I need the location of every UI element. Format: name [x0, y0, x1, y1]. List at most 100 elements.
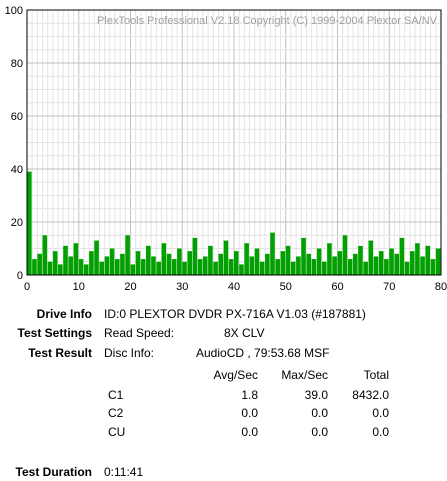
- c1-bar: [78, 259, 84, 275]
- header-total: Total: [363, 368, 389, 382]
- c1-bar: [114, 259, 120, 275]
- c1-bar: [316, 248, 322, 275]
- x-tick-label: 80: [435, 281, 447, 293]
- x-tick-label: 40: [228, 281, 240, 293]
- x-tick-label: 0: [24, 281, 30, 293]
- c1-bar: [125, 235, 130, 275]
- c1-bar: [161, 243, 167, 275]
- c1-bar: [270, 232, 275, 275]
- chart-tick-labels: 0 10 20 30 40 50 60 70 80 0 20 40 60 80 100: [5, 5, 447, 293]
- c1-bar: [373, 256, 379, 275]
- c1-bar: [213, 261, 218, 275]
- row-name-cu: CU: [108, 425, 126, 439]
- c1-bar: [218, 253, 224, 275]
- row-total-cu: 0.0: [372, 425, 389, 439]
- c1-bar: [259, 261, 265, 275]
- c1-bar: [208, 245, 213, 275]
- row-total-c1: 8432.0: [352, 388, 389, 402]
- c1-bar: [399, 237, 405, 275]
- c1-bar: [202, 256, 208, 275]
- c1-bar: [404, 261, 410, 275]
- chart-series-c1: [27, 171, 441, 275]
- c1-bar: [47, 261, 53, 275]
- drive-info-value: ID:0 PLEXTOR DVDR PX-716A V1.03 (#187881…: [104, 307, 366, 321]
- c1-bar: [94, 240, 99, 275]
- c1-bar: [166, 253, 172, 275]
- chart-frame: [26, 9, 442, 276]
- c1-bar: [197, 259, 203, 275]
- test-duration-label: Test Duration: [15, 465, 92, 479]
- c1-bar: [420, 256, 425, 275]
- y-tick-label: 80: [11, 58, 23, 70]
- c1-bar: [435, 248, 441, 275]
- c1-bar: [244, 243, 249, 275]
- read-speed-value: 8X CLV: [224, 326, 265, 340]
- c1-bar: [249, 256, 255, 275]
- row-max-c1: 39.0: [304, 388, 328, 402]
- drive-info-label: Drive Info: [36, 307, 92, 321]
- c1-bar: [109, 248, 115, 275]
- x-tick-label: 60: [331, 281, 343, 293]
- c1-bar: [358, 245, 363, 275]
- c1-bar: [353, 253, 358, 275]
- c1-bar: [254, 248, 260, 275]
- c1-bar: [425, 245, 431, 275]
- disc-info-value: AudioCD , 79:53.68 MSF: [196, 346, 330, 360]
- c1-bar: [192, 237, 198, 275]
- c1-bar: [368, 240, 374, 275]
- c1-bar: [223, 240, 229, 275]
- c1-bar: [89, 251, 94, 275]
- y-tick-label: 20: [11, 217, 23, 229]
- c1-bar: [332, 256, 337, 275]
- c1-bar: [146, 245, 151, 275]
- x-tick-label: 10: [73, 281, 85, 293]
- c1-bar: [306, 253, 312, 275]
- disc-info-label: Disc Info:: [104, 346, 155, 360]
- row-name-c1: C1: [108, 388, 124, 402]
- c1-bar: [384, 259, 389, 275]
- c1-bar: [321, 261, 327, 275]
- c1-bar: [239, 264, 244, 275]
- header-max: Max/Sec: [281, 368, 328, 382]
- c1-bar: [63, 245, 68, 275]
- c1-bar: [32, 259, 37, 275]
- c1-bar: [171, 259, 177, 275]
- c1-bar: [135, 251, 141, 275]
- y-tick-label: 60: [11, 111, 23, 123]
- c1-bar: [280, 251, 286, 275]
- row-name-c2: C2: [108, 406, 124, 420]
- c1-bar: [156, 261, 161, 275]
- c1-bar: [409, 251, 415, 275]
- c1-bar: [140, 259, 146, 275]
- test-settings-label: Test Settings: [17, 326, 92, 340]
- c1-bar: [311, 259, 317, 275]
- x-tick-label: 20: [124, 281, 136, 293]
- c1-bar: [275, 259, 280, 275]
- c1-bar: [342, 235, 348, 275]
- c1-bar: [285, 245, 291, 275]
- c1-bar: [430, 259, 436, 275]
- c1-bar: [394, 253, 399, 275]
- test-duration-value: 0:11:41: [104, 465, 144, 479]
- test-result-label: Test Result: [28, 346, 92, 360]
- row-max-c2: 0.0: [311, 406, 328, 420]
- c1-bar: [415, 243, 420, 275]
- c1-bar: [58, 264, 63, 275]
- c1-bar: [151, 256, 156, 275]
- c1-bar: [389, 248, 394, 275]
- read-speed-label: Read Speed:: [104, 326, 175, 340]
- c1-bar: [265, 253, 270, 275]
- c1-bar: [290, 261, 296, 275]
- c1-bar: [327, 243, 332, 275]
- c1-bar: [378, 251, 384, 275]
- c1-bar: [68, 256, 73, 275]
- c1-bar: [301, 237, 306, 275]
- c1-bar: [52, 251, 58, 275]
- c1-bar: [27, 171, 32, 275]
- x-tick-label: 30: [176, 281, 188, 293]
- c1-bar: [83, 264, 89, 275]
- error-rate-chart: 0 10 20 30 40 50 60 70 80 0 20 40 60 80 100 PlexTools …: [5, 5, 447, 293]
- c1-bar: [182, 261, 187, 275]
- c1-bar: [130, 264, 136, 275]
- row-avg-c2: 0.0: [241, 406, 258, 420]
